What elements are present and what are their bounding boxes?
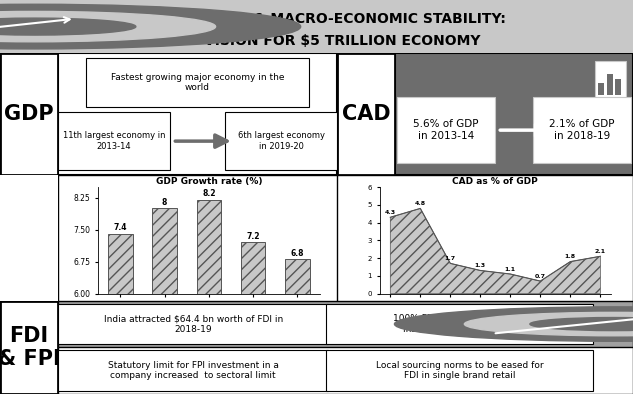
Circle shape [394, 307, 633, 341]
Text: Statutory limit for FPI investment in a
company increased  to sectoral limit: Statutory limit for FPI investment in a … [108, 361, 279, 380]
Bar [241, 242, 265, 394]
Text: GDP: GDP [4, 104, 54, 124]
Bar [153, 208, 177, 394]
Circle shape [530, 318, 633, 331]
Bar [108, 234, 132, 394]
Bar [595, 61, 626, 100]
FancyBboxPatch shape [58, 304, 329, 344]
Text: 8.2: 8.2 [202, 189, 216, 198]
Text: VISION FOR $5 TRILLION ECONOMY: VISION FOR $5 TRILLION ECONOMY [204, 35, 480, 48]
FancyBboxPatch shape [225, 112, 337, 171]
Bar [197, 200, 221, 394]
FancyBboxPatch shape [398, 97, 495, 163]
FancyBboxPatch shape [325, 304, 592, 344]
Text: CAD: CAD [342, 104, 390, 124]
Bar [598, 82, 605, 95]
Circle shape [0, 4, 301, 49]
FancyBboxPatch shape [86, 58, 309, 107]
Text: 11th largest economy in
2013-14: 11th largest economy in 2013-14 [63, 132, 165, 151]
FancyBboxPatch shape [58, 112, 170, 171]
Text: 1.7: 1.7 [445, 256, 456, 261]
FancyBboxPatch shape [58, 349, 329, 391]
Text: 1.8: 1.8 [565, 255, 576, 260]
Text: FDI
& FPI: FDI & FPI [0, 326, 60, 369]
Text: 2.1: 2.1 [595, 249, 606, 254]
Text: India attracted $64.4 bn worth of FDI in
2018-19: India attracted $64.4 bn worth of FDI in… [104, 314, 283, 334]
Text: 1.1: 1.1 [505, 267, 516, 272]
FancyBboxPatch shape [533, 97, 630, 163]
Circle shape [465, 312, 633, 336]
Text: 0.7: 0.7 [535, 274, 546, 279]
Text: 2.1% of GDP
in 2018-19: 2.1% of GDP in 2018-19 [549, 119, 615, 141]
Text: GROWTH & MACRO-ECONOMIC STABILITY:: GROWTH & MACRO-ECONOMIC STABILITY: [178, 11, 506, 26]
FancyBboxPatch shape [325, 349, 592, 391]
Circle shape [0, 18, 136, 35]
Text: 4.8: 4.8 [415, 201, 426, 206]
Text: 7.4: 7.4 [113, 223, 127, 232]
Text: Local sourcing norms to be eased for
FDI in single brand retail: Local sourcing norms to be eased for FDI… [375, 361, 543, 380]
Text: 1.3: 1.3 [475, 263, 486, 268]
Text: 7.2: 7.2 [246, 232, 260, 241]
Title: CAD as % of GDP: CAD as % of GDP [453, 177, 538, 186]
Text: 8: 8 [162, 198, 167, 207]
Circle shape [0, 11, 216, 42]
Text: Fastest growing major economy in the
world: Fastest growing major economy in the wor… [111, 73, 284, 92]
Bar [285, 260, 310, 394]
Text: 5.6% of GDP
in 2013-14: 5.6% of GDP in 2013-14 [413, 119, 479, 141]
Text: 6th largest economy
in 2019-20: 6th largest economy in 2019-20 [237, 132, 325, 151]
Text: 6.8: 6.8 [291, 249, 304, 258]
Text: 4.3: 4.3 [385, 210, 396, 215]
Bar [607, 74, 613, 95]
Title: GDP Growth rate (%): GDP Growth rate (%) [156, 177, 262, 186]
Text: 100% FDI to be permitted for
Insurance intermediaries: 100% FDI to be permitted for Insurance i… [393, 314, 526, 334]
Bar [615, 79, 621, 95]
